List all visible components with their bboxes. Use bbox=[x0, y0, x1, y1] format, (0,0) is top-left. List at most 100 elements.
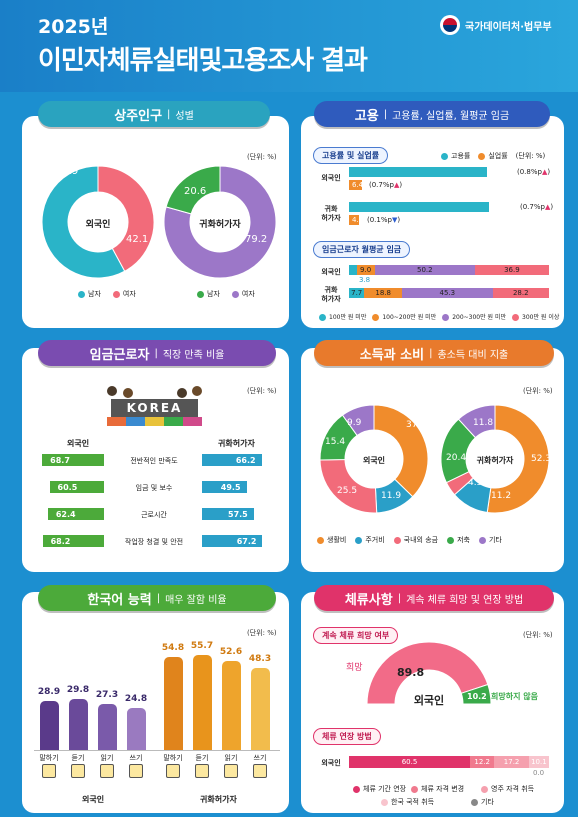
resident-foreign-slice-1 bbox=[41, 165, 126, 279]
header: 2025년 이민자체류실태및고용조사 결과 국가데이터처·법무부 bbox=[0, 0, 578, 92]
resident-legend-1: 남자 여자 bbox=[78, 289, 136, 299]
korean-foreign-value-1: 29.8 bbox=[66, 685, 90, 696]
korean-foreign-value-2: 27.3 bbox=[95, 689, 119, 700]
stay-hope-label: 희망 bbox=[346, 663, 363, 673]
income-natural-slice-0 bbox=[486, 404, 550, 514]
korean-foreign-skill-icon-0 bbox=[42, 764, 56, 778]
resident-subtitle: 성별 bbox=[175, 110, 194, 122]
income-title: 소득과 소비 bbox=[359, 347, 425, 363]
emp-natural-unemployment-value: 4.7 bbox=[352, 216, 364, 224]
income-title-tag: 소득과 소비 | 총소득 대비 지출 bbox=[314, 340, 554, 366]
wage-row-natural-label: 귀화 허가자 bbox=[321, 286, 341, 303]
income-foreign-value-3: 15.4 bbox=[325, 437, 346, 447]
resident-title-tag: 상주인구 | 성별 bbox=[38, 101, 270, 127]
korean-foreign-value-0: 28.9 bbox=[37, 686, 61, 697]
korean-natural-value-2: 52.6 bbox=[219, 646, 243, 657]
income-foreign-label: 외국인 bbox=[362, 456, 386, 465]
income-natural-value-1: 11.2 bbox=[491, 491, 512, 501]
stay-legend-item-4: 기타 bbox=[471, 797, 494, 807]
korean-natural-skill-icon-2 bbox=[224, 764, 238, 778]
emp-foreign-unemployment-bar bbox=[349, 180, 363, 190]
resident-legend-2: 남자 여자 bbox=[197, 289, 255, 299]
employment-sec1-header: 고용률 및 실업률 bbox=[313, 147, 389, 164]
korean-foreign-label: 외국인 bbox=[82, 795, 105, 804]
income-foreign-value-0: 37.3 bbox=[406, 420, 427, 430]
korean-foreign-value-3: 24.8 bbox=[124, 693, 148, 704]
stay-subtitle: 계속 체류 희망 및 연장 방법 bbox=[406, 594, 524, 606]
korean-foreign-bar-3 bbox=[127, 707, 146, 750]
satisfaction-foreign-bar-2: 62.4 bbox=[47, 508, 104, 520]
employment-subtitle: 고용률, 실업률, 월평균 임금 bbox=[392, 110, 510, 122]
resident-title: 상주인구 bbox=[114, 108, 163, 124]
emp-foreign-employment-change: (0.8%p▲) bbox=[517, 168, 551, 176]
satisfaction-left-head: 외국인 bbox=[67, 439, 90, 448]
stay-nohope-label: 희망하지 않음 bbox=[491, 692, 538, 701]
resident-foreign-donut bbox=[41, 165, 155, 279]
korean-subtitle: 매우 잘함 비율 bbox=[165, 594, 227, 606]
resident-natural-donut bbox=[163, 165, 277, 279]
wage-sec-header: 임금근로자 월평균 임금 bbox=[313, 241, 411, 258]
emp-row-natural-label: 귀화 허가자 bbox=[321, 205, 341, 222]
stay-panel: 계속 체류 희망 여부 (단위: %) 희망 89.8 10.2 희망하지 않음… bbox=[301, 592, 564, 813]
resident-natural-slice-1 bbox=[165, 165, 221, 215]
korean-foreign-skill-icon-3 bbox=[129, 764, 143, 778]
income-foreign-slice-4 bbox=[341, 404, 375, 437]
emp-foreign-employment-value: 65.5 bbox=[493, 168, 509, 176]
stay-unit: (단위: %) bbox=[523, 631, 553, 639]
korean-natural-skill-1: 듣기 bbox=[195, 754, 209, 762]
wage-segment-0-1: 9.0 bbox=[356, 265, 375, 275]
korean-foreign-skill-0: 말하기 bbox=[39, 754, 59, 762]
korean-natural-skill-2: 읽기 bbox=[224, 754, 238, 762]
employment-title-tag: 고용 | 고용률, 실업률, 월평균 임금 bbox=[314, 101, 550, 127]
wage-segment-1-1: 18.8 bbox=[364, 288, 402, 298]
korean-panel: (단위: %) 28.9 말하기 29.8 듣기 27.3 읽기 24.8 쓰기 54.8 말하기… bbox=[22, 592, 289, 813]
legend-female: 여자 bbox=[122, 290, 136, 298]
wage-legend: 100만 원 미만 100~200만 원 미만 200~300만 원 미만 300만 … bbox=[319, 312, 559, 321]
org-name: 국가데이터처·법무부 bbox=[465, 21, 552, 33]
korean-natural-skill-3: 쓰기 bbox=[253, 754, 267, 762]
satisfaction-foreign-bar-0: 68.7 bbox=[42, 454, 104, 466]
stay-legend-item-1: 체류 자격 변경 bbox=[411, 784, 464, 794]
income-donuts bbox=[319, 404, 550, 514]
stay-nohope-value: 10.2 bbox=[467, 692, 487, 701]
income-natural-slice-4 bbox=[457, 404, 496, 439]
resident-unit: (단위: %) bbox=[247, 153, 277, 161]
income-natural-label: 귀화허가자 bbox=[476, 456, 514, 465]
legend-employment-rate: 고용률 bbox=[451, 152, 471, 160]
employment-unit: (단위: %) bbox=[515, 152, 546, 160]
satisfaction-subtitle: 직장 만족 비율 bbox=[162, 349, 225, 361]
satisfaction-natural-bar-3: 67.2 bbox=[202, 535, 263, 547]
korean-natural-bar-2 bbox=[222, 660, 241, 750]
income-natural-value-2: 4.3 bbox=[468, 478, 483, 488]
resident-foreign-label: 외국인 bbox=[85, 220, 111, 230]
income-panel: (단위: %) 외국인 귀화허가자 37.3 11.9 25.5 15.4 9.9 52.… bbox=[301, 348, 564, 572]
korean-title: 한국어 능력 bbox=[87, 592, 152, 608]
stay-title: 체류사항 bbox=[344, 592, 393, 608]
satisfaction-panel: (단위: %) KOREA 외국인 귀화허가자 68.7 66.2 전반적인 만족도… bbox=[22, 348, 289, 572]
stay-extension-segment-1: 12.2 bbox=[470, 756, 495, 768]
income-legend-item-1: 주거비 bbox=[355, 535, 385, 545]
satisfaction-title-tag: 임금근로자 | 직장 만족 비율 bbox=[38, 340, 276, 366]
korean-natural-skill-0: 말하기 bbox=[163, 754, 183, 762]
stay-legend-item-3: 한국 국적 취득 bbox=[381, 797, 434, 807]
legend-female-2: 여자 bbox=[241, 290, 255, 298]
korean-natural-bar-3 bbox=[251, 667, 270, 750]
korean-natural-bar-1 bbox=[193, 655, 212, 750]
resident-natural-slice-0 bbox=[163, 165, 277, 279]
wage-segment-0-3: 36.9 bbox=[474, 265, 549, 275]
stay-extension-segment-0: 60.5 bbox=[349, 756, 470, 768]
korean-natural-skill-icon-3 bbox=[253, 764, 267, 778]
resident-foreign-slice-0 bbox=[97, 165, 155, 272]
stay-hope-arc bbox=[366, 641, 489, 705]
korean-natural-value-0: 54.8 bbox=[161, 642, 185, 653]
emp-natural-employment-change: (0.7%p▲) bbox=[520, 203, 554, 211]
korean-foreign-bar-0 bbox=[40, 700, 59, 750]
income-legend-item-2: 국내외 송금 bbox=[393, 535, 438, 545]
income-natural-value-3: 20.4 bbox=[446, 453, 467, 463]
wage-segment-1-0: 7.7 bbox=[349, 288, 365, 298]
korean-foreign-skill-1: 듣기 bbox=[71, 754, 85, 762]
satisfaction-foreign-bar-1: 60.5 bbox=[49, 481, 104, 493]
satisfaction-natural-bar-1: 49.5 bbox=[202, 481, 247, 493]
stay-sec1-header: 계속 체류 희망 여부 bbox=[313, 627, 399, 644]
stay-legend-item-0: 체류 기간 연장 bbox=[353, 784, 406, 794]
